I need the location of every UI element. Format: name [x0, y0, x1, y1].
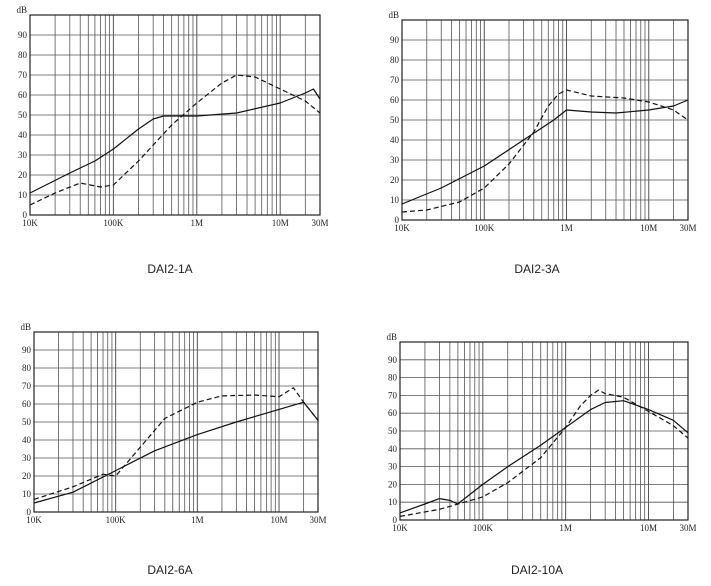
y-tick-label: 30	[22, 453, 32, 463]
chart-dai2-1a: 0 10 20 30 40 50 60 70 80 90 dB 10K 100K 1M 10M 30M	[16, 5, 328, 228]
y-tick-label: 10	[390, 195, 400, 205]
caption-dai2-6a: DAI2-6A	[147, 563, 193, 577]
series-line-solid	[29, 88, 321, 194]
x-tick-label: 1M	[560, 223, 573, 233]
y-tick-label: 70	[18, 70, 28, 80]
plot-frame	[399, 341, 689, 521]
x-tick-label: 100K	[106, 515, 127, 525]
x-tick-label: 100K	[473, 523, 494, 533]
y-tick-label: 0	[27, 507, 32, 517]
y-tick-label: 10	[22, 489, 32, 499]
chart-dai2-6a: 0 10 20 30 40 50 60 70 80 90 dB 10K 100K 1M 10M 30M	[20, 322, 326, 525]
y-tick-label: 30	[390, 155, 400, 165]
caption-dai2-1a: DAI2-1A	[147, 262, 193, 276]
y-tick-label: 0	[23, 210, 28, 220]
x-tick-label: 10M	[271, 515, 288, 525]
y-tick-label: 20	[22, 471, 32, 481]
y-tick-label: 90	[22, 345, 32, 355]
y-tick-label: 70	[388, 390, 398, 400]
x-tick-label: 1M	[191, 218, 204, 228]
x-tick-label: 10K	[394, 223, 410, 233]
y-tick-label: 0	[395, 215, 400, 225]
y-tick-label: 80	[390, 55, 400, 65]
y-tick-label: 60	[388, 408, 398, 418]
y-tick-label: 70	[390, 75, 400, 85]
caption-dai2-10a: DAI2-10A	[510, 563, 564, 577]
x-tick-label: 30M	[679, 523, 696, 533]
x-tick-label: 30M	[679, 223, 696, 233]
x-tick-label: 1M	[191, 515, 204, 525]
x-tick-label: 10M	[640, 523, 657, 533]
y-tick-label: 50	[22, 417, 32, 427]
plot-frame	[401, 19, 689, 221]
series-line-dashed	[33, 387, 319, 500]
series-line-dashed	[29, 74, 321, 206]
x-tick-label: 100K	[474, 223, 495, 233]
plot-frame	[33, 331, 319, 513]
series-line-solid	[33, 401, 319, 504]
y-tick-label: 40	[18, 130, 28, 140]
series-line-dashed	[399, 389, 689, 517]
caption-dai2-3a: DAI2-3A	[514, 262, 560, 276]
y-tick-label: 60	[22, 399, 32, 409]
y-tick-label: 50	[18, 110, 28, 120]
x-tick-label: 30M	[309, 515, 326, 525]
y-tick-label: 50	[390, 115, 400, 125]
y-tick-label: 10	[388, 497, 398, 507]
y-tick-label: 80	[388, 373, 398, 383]
y-tick-label: 60	[390, 95, 400, 105]
y-tick-label: 60	[18, 90, 28, 100]
y-unit-label: dB	[16, 5, 27, 15]
x-tick-label: 100K	[103, 218, 124, 228]
y-tick-label: 80	[22, 363, 32, 373]
chart-dai2-10a: 0 10 20 30 40 50 60 70 80 90 dB 10K 100K 1M 10M 30M	[386, 332, 696, 533]
y-tick-label: 10	[18, 190, 28, 200]
y-unit-label: dB	[386, 332, 397, 342]
series-line-solid	[401, 99, 689, 205]
y-tick-label: 40	[22, 435, 32, 445]
x-tick-label: 10K	[22, 218, 38, 228]
y-tick-label: 20	[388, 479, 398, 489]
x-tick-label: 10M	[272, 218, 289, 228]
x-tick-label: 10K	[26, 515, 42, 525]
y-tick-label: 30	[388, 462, 398, 472]
y-tick-label: 20	[18, 170, 28, 180]
series-line-solid	[399, 400, 689, 514]
y-tick-label: 40	[390, 135, 400, 145]
y-tick-label: 70	[22, 381, 32, 391]
y-tick-label: 90	[390, 35, 400, 45]
x-tick-label: 1M	[559, 523, 572, 533]
chart-dai2-3a: 0 10 20 30 40 50 60 70 80 90 dB 10K 100K 1M 10M 30M	[388, 10, 696, 233]
x-tick-label: 10K	[392, 523, 408, 533]
plot-frame	[29, 14, 321, 216]
y-tick-label: 40	[388, 444, 398, 454]
y-unit-label: dB	[20, 322, 31, 332]
y-tick-label: 90	[18, 30, 28, 40]
x-tick-label: 10M	[640, 223, 657, 233]
y-tick-label: 20	[390, 175, 400, 185]
y-tick-label: 0	[393, 515, 398, 525]
y-tick-label: 80	[18, 50, 28, 60]
y-unit-label: dB	[388, 10, 399, 20]
y-tick-label: 30	[18, 150, 28, 160]
x-tick-label: 30M	[311, 218, 328, 228]
y-tick-label: 50	[388, 426, 398, 436]
y-tick-label: 90	[388, 355, 398, 365]
